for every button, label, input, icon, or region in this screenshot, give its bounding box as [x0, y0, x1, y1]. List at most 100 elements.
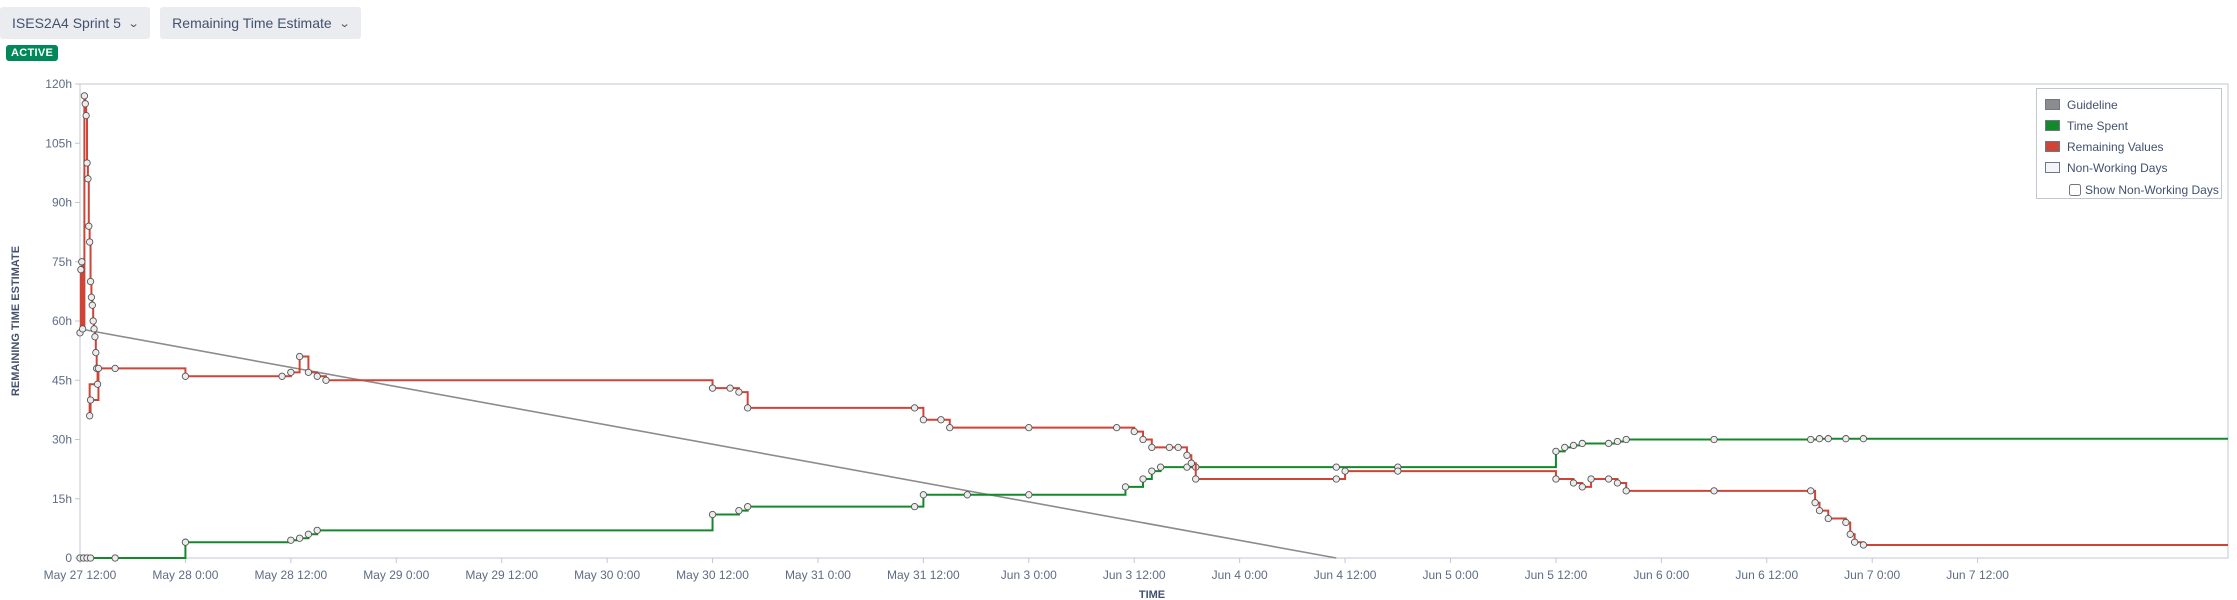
legend-swatch [2045, 99, 2060, 110]
y-tick-label: 105h [45, 136, 72, 150]
data-point-time-spent [1824, 435, 1832, 443]
data-point-remaining-values [1815, 506, 1824, 515]
data-point-time-spent [1156, 463, 1165, 471]
data-point-time-spent [1613, 437, 1622, 446]
x-tick-label: May 28 12:00 [254, 568, 327, 582]
y-tick-label: 60h [52, 314, 72, 328]
data-point-remaining-values [1613, 479, 1622, 487]
data-point-remaining-values [1113, 423, 1121, 432]
data-point-remaining-values [81, 100, 89, 108]
data-point-remaining-values [90, 325, 98, 333]
data-point-remaining-values [1842, 518, 1850, 527]
legend-label: Non-Working Days [2067, 160, 2168, 175]
data-point-remaining-values [91, 333, 99, 341]
chevron-down-icon: ⌄ [338, 17, 351, 30]
y-tick-label: 0 [65, 551, 72, 565]
x-tick-label: Jun 6 0:00 [1633, 568, 1689, 582]
data-point-remaining-values [93, 380, 102, 388]
data-point-remaining-values [1846, 530, 1854, 538]
y-tick-label: 120h [45, 77, 72, 91]
chevron-down-icon: ⌄ [127, 17, 140, 30]
sprint-select-label: ISES2A4 Sprint 5 [12, 15, 121, 31]
data-point-time-spent [304, 530, 313, 538]
data-point-remaining-values [744, 404, 752, 412]
legend-label: Remaining Values [2067, 139, 2164, 154]
data-point-remaining-values [1710, 487, 1718, 495]
data-point-remaining-values [910, 404, 919, 412]
data-point-remaining-values [1807, 487, 1815, 495]
data-point-time-spent [1025, 491, 1033, 499]
report-type-select[interactable]: Remaining Time Estimate ⌄ [160, 7, 361, 39]
x-axis-title: TIME [1139, 589, 1165, 600]
series-line-remaining-values [79, 94, 2228, 546]
data-point-time-spent [963, 491, 971, 499]
data-point-remaining-values [1148, 443, 1156, 452]
data-point-remaining-values [1850, 538, 1859, 546]
data-point-remaining-values [946, 423, 954, 432]
data-point-time-spent [1148, 467, 1156, 475]
data-point-remaining-values [92, 348, 100, 357]
x-tick-label: May 29 0:00 [363, 568, 429, 582]
data-point-remaining-values [322, 376, 330, 384]
data-point-remaining-values [1569, 479, 1578, 487]
x-tick-label: May 30 12:00 [676, 568, 749, 582]
data-point-remaining-values [1859, 541, 1868, 549]
data-point-remaining-values [287, 368, 295, 376]
data-point-remaining-values [1394, 467, 1402, 475]
report-type-select-label: Remaining Time Estimate [172, 15, 332, 31]
data-point-time-spent [1139, 475, 1147, 483]
data-point-remaining-values [78, 258, 86, 266]
legend-item-guideline[interactable]: Guideline [2045, 94, 2221, 115]
y-tick-label: 15h [52, 492, 72, 506]
legend-swatch [2045, 162, 2060, 173]
non-working-days-checkbox[interactable] [2069, 184, 2081, 196]
y-tick-label: 30h [52, 433, 72, 447]
legend-item-remaining-values[interactable]: Remaining Values [2045, 136, 2221, 157]
data-point-time-spent [735, 506, 743, 515]
data-point-remaining-values [1824, 514, 1832, 523]
y-tick-label: 90h [52, 196, 72, 210]
data-point-remaining-values [88, 301, 96, 309]
x-tick-label: Jun 6 12:00 [1735, 568, 1798, 582]
data-point-remaining-values [937, 416, 945, 424]
chart-legend: Guideline Time Spent Remaining Values No… [2036, 88, 2222, 199]
x-tick-label: Jun 3 0:00 [1001, 568, 1057, 582]
data-point-remaining-values [86, 277, 95, 286]
data-point-remaining-values [1025, 423, 1033, 432]
x-tick-label: May 27 12:00 [44, 568, 117, 582]
series-line-guideline [79, 328, 1337, 559]
x-tick-label: Jun 4 12:00 [1314, 568, 1377, 582]
data-point-time-spent [111, 554, 119, 562]
data-point-remaining-values [94, 364, 103, 373]
data-point-remaining-values [87, 293, 96, 301]
x-tick-label: Jun 3 12:00 [1103, 568, 1166, 582]
y-axis-title: REMAINING TIME ESTIMATE [10, 246, 22, 396]
data-point-time-spent [181, 538, 190, 546]
sprint-select[interactable]: ISES2A4 Sprint 5 ⌄ [0, 7, 151, 39]
data-point-remaining-values [1192, 475, 1200, 483]
x-tick-label: May 30 0:00 [574, 568, 640, 582]
data-point-time-spent [910, 502, 919, 511]
plot-area [79, 83, 2229, 559]
non-working-days-toggle[interactable]: Show Non-Working Days [2069, 178, 2221, 202]
data-point-remaining-values [1183, 451, 1191, 459]
legend-item-non-working-days[interactable]: Non-Working Days [2045, 157, 2221, 178]
x-tick-label: Jun 5 0:00 [1422, 568, 1478, 582]
data-point-time-spent [1332, 463, 1340, 471]
x-tick-label: Jun 5 12:00 [1525, 568, 1588, 582]
data-point-time-spent [1815, 435, 1824, 443]
data-point-remaining-values [1139, 435, 1147, 444]
data-point-time-spent [744, 502, 752, 511]
data-point-remaining-values [313, 372, 321, 380]
x-tick-label: May 31 0:00 [785, 568, 851, 582]
data-point-remaining-values [919, 416, 928, 424]
data-point-time-spent [295, 534, 304, 542]
legend-item-time-spent[interactable]: Time Spent [2045, 115, 2221, 136]
x-tick-label: May 31 12:00 [887, 568, 960, 582]
data-point-remaining-values [726, 384, 734, 392]
data-point-remaining-values [1811, 499, 1819, 507]
data-point-remaining-values [86, 238, 94, 246]
data-point-remaining-values [82, 111, 90, 120]
data-point-remaining-values [78, 325, 87, 333]
data-point-remaining-values [1341, 467, 1349, 475]
